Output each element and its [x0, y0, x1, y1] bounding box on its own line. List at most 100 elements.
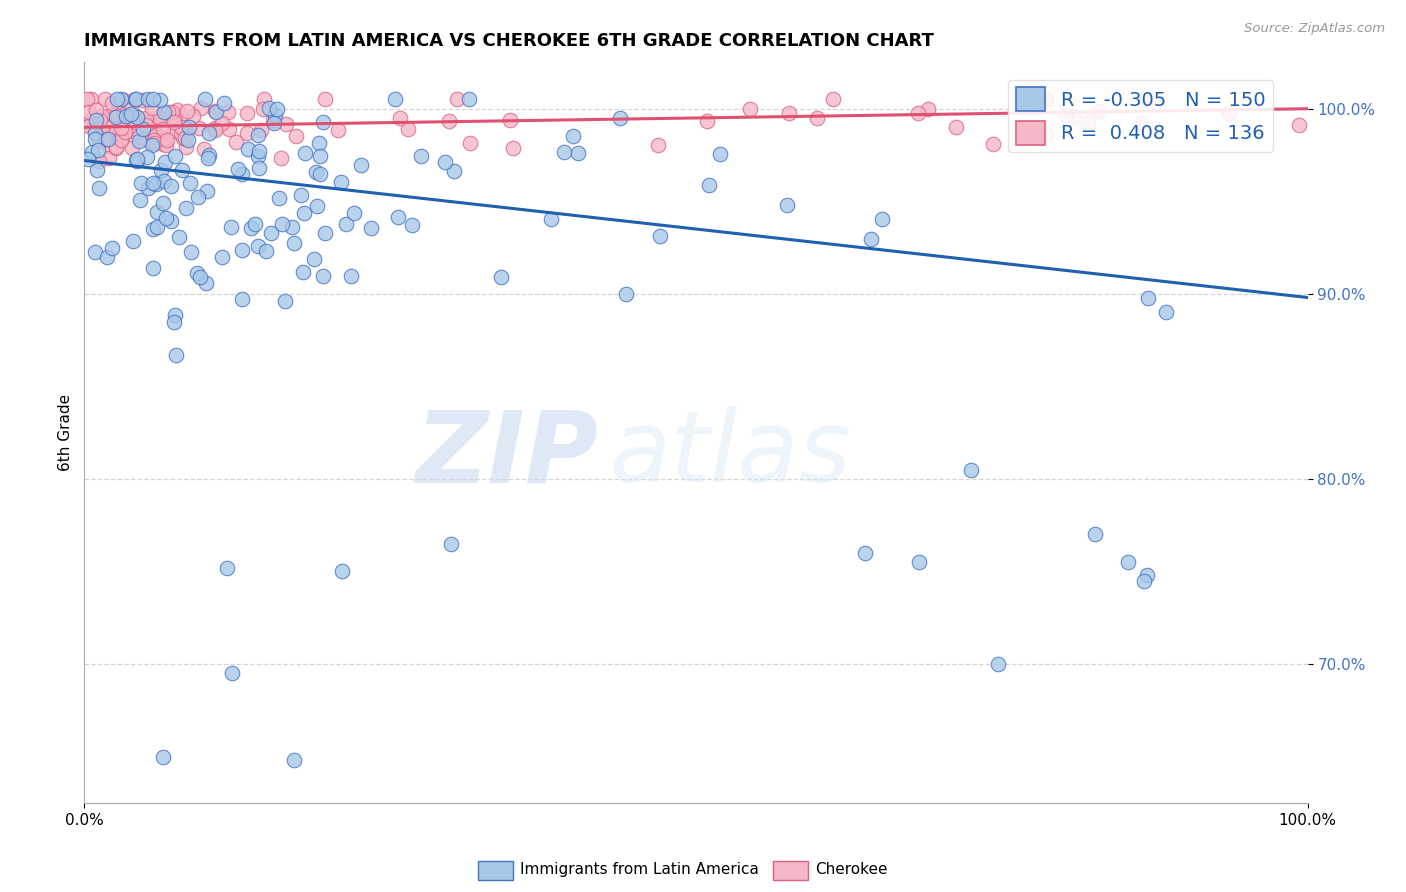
Point: [146, 220, 169, 235]
Point: [218, 122, 240, 136]
Point: [141, 93, 163, 107]
Point: [142, 222, 165, 236]
Point: [294, 145, 316, 160]
Point: [110, 131, 132, 145]
Point: [77, 105, 100, 120]
Point: [567, 146, 589, 161]
Point: [349, 157, 371, 171]
Point: [76, 93, 98, 107]
Point: [198, 126, 221, 140]
Point: [89, 154, 111, 169]
Point: [101, 95, 124, 110]
Point: [217, 105, 239, 120]
Point: [83, 126, 105, 140]
Text: Source: ZipAtlas.com: Source: ZipAtlas.com: [1244, 22, 1385, 36]
Point: [100, 118, 122, 132]
Point: [253, 93, 276, 107]
Point: [181, 108, 204, 122]
Point: [329, 175, 352, 189]
Point: [115, 123, 138, 137]
Point: [246, 239, 269, 253]
Point: [290, 188, 312, 202]
Point: [231, 292, 253, 306]
Point: [246, 149, 269, 163]
Text: atlas: atlas: [610, 407, 852, 503]
Point: [225, 135, 247, 149]
Point: [502, 141, 524, 155]
Point: [132, 93, 155, 107]
Point: [132, 121, 155, 136]
Point: [167, 230, 190, 244]
Point: [148, 110, 170, 124]
Point: [195, 184, 218, 198]
Point: [97, 139, 120, 153]
Point: [110, 120, 132, 135]
Point: [156, 132, 179, 146]
Point: [360, 220, 382, 235]
Point: [1084, 527, 1107, 541]
Point: [266, 102, 288, 116]
Point: [159, 214, 181, 228]
Point: [197, 151, 219, 165]
Point: [274, 294, 297, 309]
Point: [173, 131, 195, 145]
Point: [125, 127, 148, 141]
Point: [115, 109, 138, 123]
Point: [696, 114, 718, 128]
Point: [125, 115, 148, 129]
Point: [104, 124, 127, 138]
Point: [129, 176, 152, 190]
Point: [125, 153, 148, 167]
Point: [853, 546, 876, 560]
Point: [143, 128, 166, 143]
Point: [302, 252, 325, 266]
Point: [152, 749, 174, 764]
Point: [155, 211, 177, 225]
Point: [198, 148, 221, 162]
Point: [80, 145, 103, 160]
Point: [89, 113, 111, 128]
Point: [125, 153, 148, 168]
Point: [141, 125, 163, 139]
Point: [778, 106, 800, 120]
Point: [1012, 125, 1035, 139]
Point: [1136, 93, 1159, 107]
Point: [142, 136, 165, 151]
Point: [134, 132, 156, 146]
Point: [1154, 305, 1177, 319]
Point: [221, 666, 243, 681]
Point: [149, 94, 172, 108]
Point: [142, 260, 165, 275]
Point: [1133, 574, 1156, 588]
Point: [235, 126, 257, 140]
Point: [215, 560, 238, 574]
Point: [176, 104, 198, 119]
Point: [142, 176, 165, 190]
Point: [97, 131, 120, 145]
Point: [128, 194, 150, 208]
Point: [94, 132, 117, 146]
Point: [458, 93, 481, 107]
Point: [124, 93, 146, 107]
Point: [283, 753, 305, 767]
Point: [806, 112, 828, 126]
Point: [188, 120, 211, 135]
Point: [238, 142, 260, 156]
Point: [326, 123, 349, 137]
Point: [262, 112, 284, 127]
Point: [110, 93, 132, 107]
Point: [77, 152, 100, 166]
Point: [104, 140, 127, 154]
Point: [343, 205, 366, 219]
Point: [219, 219, 242, 234]
Point: [1088, 103, 1111, 118]
Point: [153, 104, 176, 119]
Point: [84, 113, 107, 128]
Point: [87, 181, 110, 195]
Point: [562, 128, 585, 143]
Point: [114, 124, 136, 138]
Point: [1035, 93, 1057, 107]
Point: [187, 190, 209, 204]
Point: [87, 132, 110, 146]
Point: [260, 227, 283, 241]
